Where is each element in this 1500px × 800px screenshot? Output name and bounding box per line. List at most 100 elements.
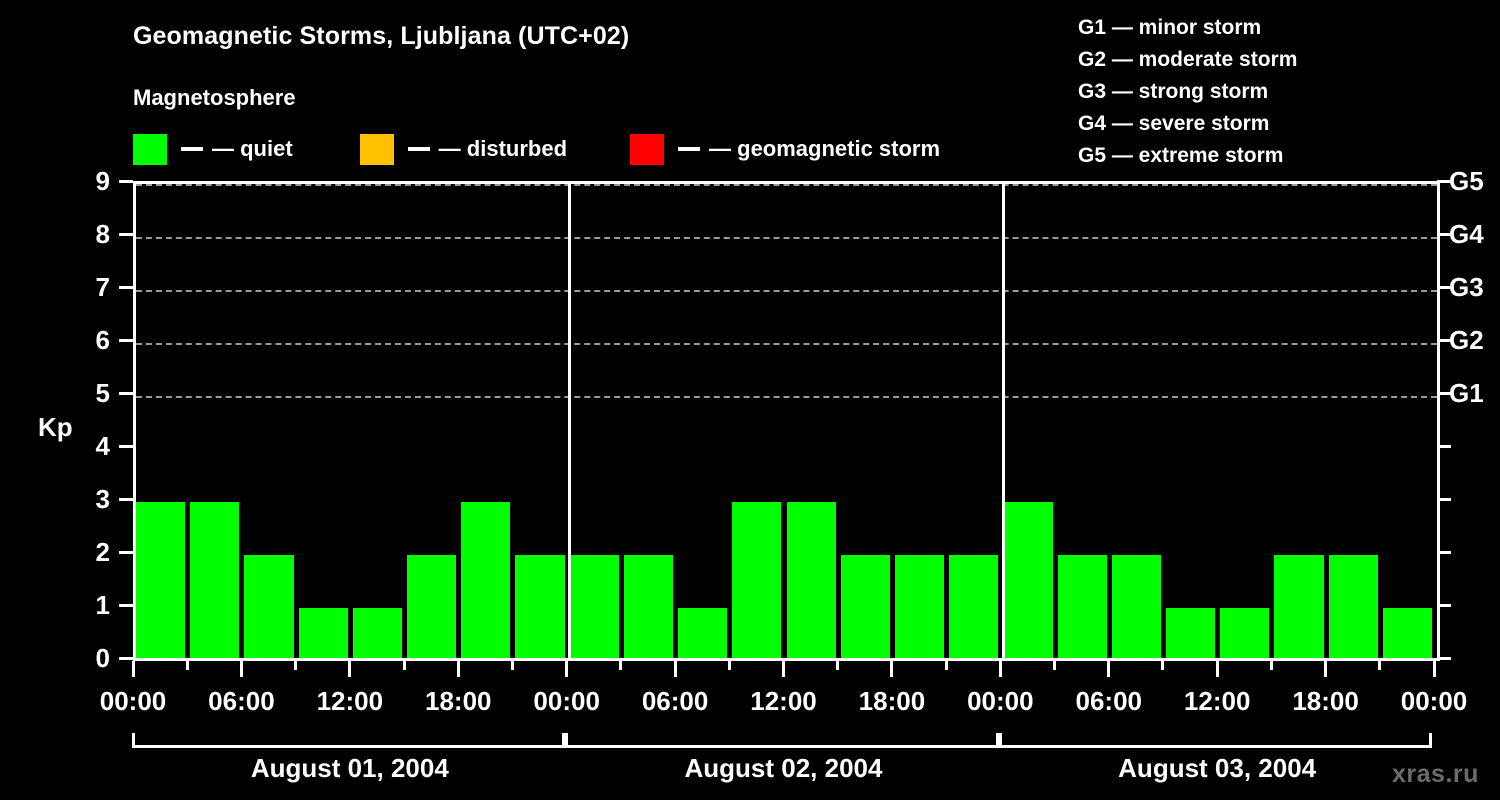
legend-item-quiet: — quiet bbox=[133, 133, 293, 165]
bar bbox=[244, 555, 294, 661]
bar bbox=[949, 555, 999, 661]
x-tick-mark bbox=[565, 661, 569, 677]
x-tick-label: 06:00 bbox=[1075, 686, 1143, 716]
x-tick-mark-minor bbox=[619, 661, 623, 670]
x-tick-mark-minor bbox=[185, 661, 189, 670]
x-tick-label: 06:00 bbox=[208, 686, 275, 716]
g-tick-mark bbox=[1437, 444, 1451, 448]
date-bracket bbox=[565, 733, 999, 748]
plot-inner bbox=[136, 184, 1437, 661]
y-tick-label: 8 bbox=[95, 219, 110, 249]
y-tick-label: 0 bbox=[95, 643, 110, 673]
y-tick-mark bbox=[119, 232, 133, 236]
x-tick-mark bbox=[1432, 661, 1436, 677]
x-tick-mark bbox=[890, 661, 894, 677]
date-label: August 03, 2004 bbox=[1118, 753, 1317, 783]
date-label: August 02, 2004 bbox=[684, 753, 883, 783]
x-tick-mark-minor bbox=[402, 661, 406, 670]
g-tick-label-g1: G1 bbox=[1449, 378, 1484, 408]
x-tick-mark-minor bbox=[1053, 661, 1057, 670]
g-tick-label-g4: G4 bbox=[1449, 219, 1484, 249]
disturbed-swatch bbox=[359, 133, 394, 165]
gridline-kp-9 bbox=[136, 184, 1437, 186]
y-tick-label: 9 bbox=[95, 166, 110, 196]
x-tick-mark bbox=[239, 661, 243, 677]
legend-item-storm: — geomagnetic storm bbox=[630, 133, 941, 165]
y-tick-mark bbox=[119, 338, 133, 342]
x-tick-mark bbox=[1107, 661, 1111, 677]
x-tick-mark bbox=[1215, 661, 1219, 677]
g-tick-mark bbox=[1437, 285, 1451, 289]
y-tick-mark bbox=[119, 444, 133, 448]
gridline-kp-7 bbox=[136, 290, 1437, 292]
x-axis-baseline bbox=[133, 658, 1437, 661]
bar bbox=[1220, 608, 1270, 661]
x-tick-label: 12:00 bbox=[1183, 686, 1251, 716]
bar bbox=[298, 608, 348, 661]
y-tick-label: 7 bbox=[95, 272, 110, 302]
legend-dash-icon bbox=[678, 147, 701, 151]
legend-label-disturbed: — disturbed bbox=[438, 136, 568, 161]
g-tick-mark bbox=[1437, 232, 1451, 236]
legend-item-disturbed: — disturbed bbox=[359, 133, 568, 165]
y-tick-mark bbox=[119, 550, 133, 554]
x-tick-mark bbox=[456, 661, 460, 677]
x-tick-label: 00:00 bbox=[99, 686, 167, 716]
x-tick-label: 12:00 bbox=[750, 686, 817, 716]
bar bbox=[515, 555, 565, 661]
g-scale-row-g5: G5 — extreme storm bbox=[1078, 144, 1284, 167]
magnetosphere-heading: Magnetosphere bbox=[133, 85, 296, 110]
g-tick-label-g2: G2 bbox=[1449, 325, 1484, 355]
gridline-kp-6 bbox=[136, 343, 1437, 345]
legend-dash-icon bbox=[407, 147, 430, 151]
bar bbox=[623, 555, 674, 661]
bar bbox=[136, 502, 186, 661]
y-tick-mark bbox=[119, 656, 133, 660]
x-tick-label: 00:00 bbox=[1400, 686, 1468, 716]
y-tick-mark bbox=[119, 497, 133, 501]
y-tick-label: 6 bbox=[95, 325, 110, 355]
y-tick-label: 1 bbox=[95, 590, 110, 620]
legend-label-storm: — geomagnetic storm bbox=[709, 136, 941, 161]
watermark: xras.ru bbox=[1392, 760, 1479, 788]
x-tick-mark-minor bbox=[1378, 661, 1382, 670]
g-scale-row-g4: G4 — severe storm bbox=[1078, 112, 1270, 135]
g-scale-row-g3: G3 — strong storm bbox=[1078, 80, 1269, 103]
x-tick-mark bbox=[348, 661, 352, 677]
g-scale-row-g1: G1 — minor storm bbox=[1078, 16, 1262, 39]
g-scale-legend: G1 — minor storm G2 — moderate storm G3 … bbox=[1078, 12, 1297, 172]
bar bbox=[569, 555, 619, 661]
x-tick-mark bbox=[782, 661, 785, 677]
bar bbox=[786, 502, 836, 661]
gridline-kp-8 bbox=[136, 237, 1437, 239]
bar bbox=[461, 502, 511, 661]
x-tick-label: 18:00 bbox=[1292, 686, 1359, 716]
x-tick-mark-minor bbox=[944, 661, 948, 670]
quiet-swatch bbox=[133, 133, 167, 165]
x-tick-mark-minor bbox=[1161, 661, 1165, 670]
day-separator bbox=[1001, 184, 1005, 661]
x-tick-label: 00:00 bbox=[533, 686, 600, 716]
x-tick-mark-minor bbox=[727, 661, 731, 670]
chart-plot-area bbox=[133, 181, 1440, 661]
g-tick-mark bbox=[1437, 391, 1451, 395]
gridline-kp-5 bbox=[136, 396, 1437, 398]
magnetosphere-legend: — quiet — disturbed — geomagnetic storm bbox=[133, 133, 940, 165]
x-tick-label: 12:00 bbox=[316, 686, 384, 716]
bar bbox=[732, 502, 782, 661]
y-tick-mark bbox=[119, 391, 133, 395]
y-tick-mark bbox=[119, 603, 133, 607]
legend-label-quiet: — quiet bbox=[212, 136, 293, 161]
y-tick-label: 3 bbox=[95, 484, 110, 514]
bar bbox=[1274, 555, 1324, 661]
y-tick-label: 5 bbox=[95, 378, 110, 408]
date-bracket bbox=[998, 733, 1433, 748]
g-tick-mark bbox=[1437, 338, 1451, 342]
x-tick-mark-minor bbox=[1269, 661, 1273, 670]
x-tick-mark-minor bbox=[836, 661, 840, 670]
bar bbox=[894, 555, 945, 661]
bar bbox=[352, 608, 403, 661]
x-tick-mark-minor bbox=[294, 661, 298, 670]
y-tick-mark bbox=[119, 179, 133, 183]
x-tick-mark bbox=[673, 661, 677, 677]
